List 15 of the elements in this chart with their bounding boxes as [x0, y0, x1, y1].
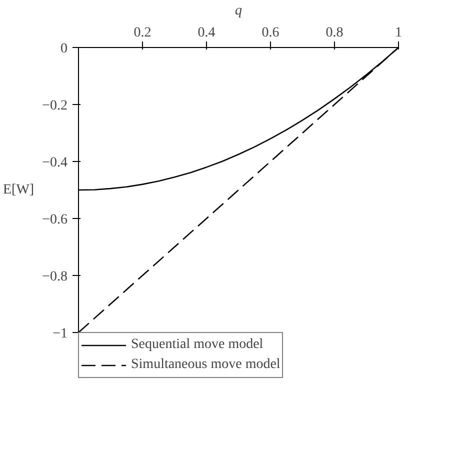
y-tick-label: −0.6 — [42, 212, 68, 228]
x-tick-label: 1 — [395, 26, 402, 40]
legend-label: Simultaneous move model — [131, 357, 280, 373]
y-tick-label: 0 — [60, 42, 68, 56]
x-axis-title: q — [235, 4, 242, 18]
y-axis-title: E[W] — [3, 182, 34, 198]
x-tick-label: 0.8 — [326, 26, 344, 40]
y-tick-label: −0.8 — [42, 270, 68, 284]
x-tick-label: 0.2 — [134, 26, 152, 40]
x-tick-label: 0.4 — [198, 26, 216, 40]
y-tick-label: −1 — [52, 326, 68, 342]
y-tick-label: −0.2 — [42, 98, 68, 114]
x-tick-label: 0.6 — [262, 26, 280, 40]
legend-label: Sequential move model — [131, 337, 264, 353]
y-tick-label: −0.4 — [42, 156, 68, 170]
